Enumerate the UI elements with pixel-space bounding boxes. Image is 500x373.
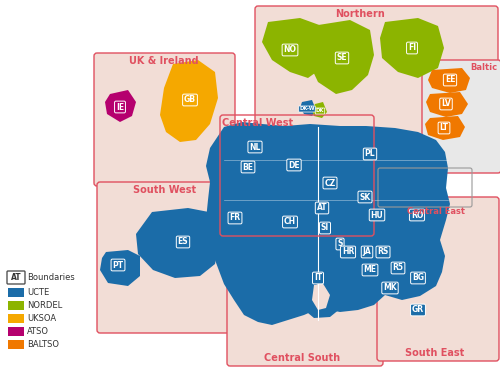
- Text: UCTE: UCTE: [27, 288, 49, 297]
- Polygon shape: [308, 20, 374, 94]
- Text: LT: LT: [440, 123, 448, 132]
- Text: IE: IE: [116, 103, 124, 112]
- Text: HR: HR: [342, 248, 354, 257]
- Text: South West: South West: [134, 185, 196, 195]
- Text: Central South: Central South: [264, 353, 340, 363]
- Polygon shape: [136, 208, 220, 278]
- Text: CZ: CZ: [324, 179, 336, 188]
- Text: S: S: [338, 239, 342, 248]
- Bar: [8, 314, 24, 323]
- Bar: [8, 301, 24, 310]
- Text: HU: HU: [370, 210, 384, 219]
- Polygon shape: [100, 250, 140, 286]
- Text: BE: BE: [242, 163, 254, 172]
- Text: DE: DE: [288, 160, 300, 169]
- Bar: [8, 288, 24, 297]
- Polygon shape: [312, 102, 327, 118]
- Text: EE: EE: [445, 75, 455, 85]
- FancyBboxPatch shape: [227, 285, 383, 366]
- Text: NL: NL: [250, 142, 260, 151]
- Text: UKSOA: UKSOA: [27, 314, 56, 323]
- Text: Baltic: Baltic: [470, 63, 498, 72]
- Text: R5: R5: [392, 263, 404, 273]
- Text: Northern: Northern: [335, 9, 385, 19]
- Text: GB: GB: [184, 95, 196, 104]
- Text: AT: AT: [316, 204, 328, 213]
- FancyBboxPatch shape: [94, 53, 235, 186]
- Text: DK-W: DK-W: [299, 107, 315, 112]
- Text: RO: RO: [411, 210, 423, 219]
- Text: Central West: Central West: [222, 118, 294, 128]
- Text: DK: DK: [316, 109, 324, 113]
- Text: JA: JA: [362, 248, 372, 257]
- Text: SE: SE: [336, 53, 347, 63]
- Text: IT: IT: [314, 273, 322, 282]
- Text: FI: FI: [408, 44, 416, 53]
- FancyBboxPatch shape: [7, 271, 25, 284]
- Text: South East: South East: [406, 348, 464, 358]
- Text: NORDEL: NORDEL: [27, 301, 62, 310]
- Text: Central East: Central East: [407, 207, 465, 216]
- Text: AT: AT: [10, 273, 22, 282]
- Polygon shape: [160, 60, 218, 142]
- Text: LV: LV: [441, 100, 451, 109]
- Polygon shape: [105, 90, 136, 122]
- Text: PT: PT: [112, 260, 124, 270]
- Bar: [8, 340, 24, 349]
- Bar: [8, 327, 24, 336]
- Polygon shape: [426, 92, 468, 117]
- Text: CH: CH: [284, 217, 296, 226]
- Text: BG: BG: [412, 273, 424, 282]
- FancyBboxPatch shape: [422, 60, 500, 173]
- Text: PL: PL: [364, 150, 376, 159]
- Text: ME: ME: [364, 266, 376, 275]
- Polygon shape: [262, 18, 330, 78]
- Text: BALTSO: BALTSO: [27, 340, 59, 349]
- Text: SK: SK: [360, 192, 370, 201]
- FancyBboxPatch shape: [97, 182, 266, 333]
- Text: ATSO: ATSO: [27, 327, 49, 336]
- Polygon shape: [297, 250, 350, 318]
- Text: RS: RS: [378, 248, 388, 257]
- Polygon shape: [312, 282, 330, 310]
- Text: GR: GR: [412, 305, 424, 314]
- Text: Boundaries: Boundaries: [27, 273, 75, 282]
- Text: UK & Ireland: UK & Ireland: [129, 56, 199, 66]
- Text: SI: SI: [321, 223, 329, 232]
- Text: FR: FR: [230, 213, 240, 223]
- Text: NO: NO: [284, 46, 296, 54]
- FancyBboxPatch shape: [377, 197, 499, 361]
- Text: MK: MK: [383, 283, 397, 292]
- Polygon shape: [206, 122, 450, 325]
- Polygon shape: [300, 100, 316, 116]
- Polygon shape: [380, 18, 444, 78]
- FancyBboxPatch shape: [255, 6, 498, 167]
- Polygon shape: [425, 116, 465, 140]
- Polygon shape: [428, 68, 470, 93]
- Text: ES: ES: [178, 238, 188, 247]
